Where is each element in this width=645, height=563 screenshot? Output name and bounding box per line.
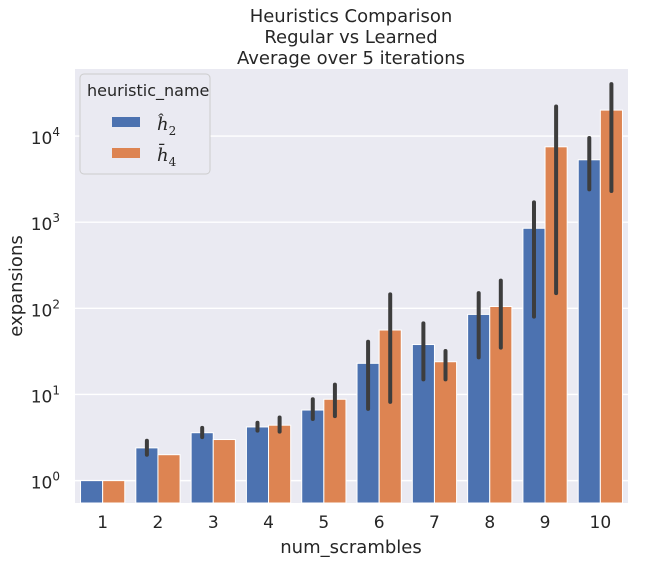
bar (212, 439, 236, 504)
bar (301, 409, 325, 504)
legend-sub-h4: 4 (169, 155, 177, 169)
legend-title: heuristic_name (87, 81, 209, 101)
x-axis-label: num_scrambles (280, 537, 421, 558)
x-tick-label: 5 (318, 513, 329, 533)
x-tick-label: 9 (540, 513, 551, 533)
y-axis-label: expansions (6, 235, 27, 336)
bar (190, 432, 214, 504)
error-bars (144, 82, 614, 457)
legend: heuristic_name ĥ2 h̄4 (79, 73, 211, 175)
legend-swatch-h4 (112, 148, 140, 158)
x-tick-labels: 1 2 3 4 5 6 7 8 9 10 (97, 513, 611, 533)
y-tick-exponent: 4 (52, 125, 60, 139)
y-tick-exponent: 2 (52, 297, 60, 311)
y-tick-exponent: 0 (52, 470, 60, 484)
bar (102, 480, 126, 504)
x-tick-label: 10 (590, 513, 612, 533)
chart-title-line-3: Average over 5 iterations (237, 48, 465, 69)
y-tick-label: 100 (31, 470, 60, 494)
chart-title-line-1: Heuristics Comparison (250, 6, 453, 27)
x-tick-label: 1 (97, 513, 108, 533)
legend-glyph-h2: ĥ (157, 112, 169, 135)
x-tick-label: 3 (208, 513, 219, 533)
y-tick-exponent: 1 (52, 383, 60, 397)
bar (268, 424, 292, 504)
chart-title-line-2: Regular vs Learned (264, 27, 437, 48)
x-tick-label: 8 (484, 513, 495, 533)
chart-title: Heuristics Comparison Regular vs Learned… (237, 6, 465, 69)
legend-swatch-h2 (112, 117, 140, 127)
x-tick-label: 2 (153, 513, 164, 533)
bar (433, 361, 458, 504)
x-tick-label: 4 (263, 513, 274, 533)
bar (245, 426, 270, 504)
y-tick-exponent: 3 (52, 211, 60, 225)
legend-glyph-h4: h̄ (157, 142, 169, 166)
y-tick-label: 103 (31, 211, 60, 235)
y-tick-base: 10 (31, 129, 53, 149)
y-tick-base: 10 (31, 215, 53, 235)
legend-label-h2: ĥ2 (157, 112, 176, 138)
legend-sub-h2: 2 (169, 124, 177, 138)
y-tick-label: 101 (31, 383, 60, 407)
y-tick-label: 102 (31, 297, 60, 321)
y-tick-base: 10 (31, 387, 53, 407)
y-tick-base: 10 (31, 301, 53, 321)
bar (577, 159, 601, 504)
bar (157, 454, 181, 504)
y-tick-label: 104 (31, 125, 60, 149)
x-tick-label: 6 (374, 513, 385, 533)
x-tick-label: 7 (429, 513, 440, 533)
y-tick-base: 10 (31, 474, 53, 494)
bars (80, 109, 623, 504)
legend-label-h4: h̄4 (157, 142, 177, 169)
bar (80, 480, 104, 504)
